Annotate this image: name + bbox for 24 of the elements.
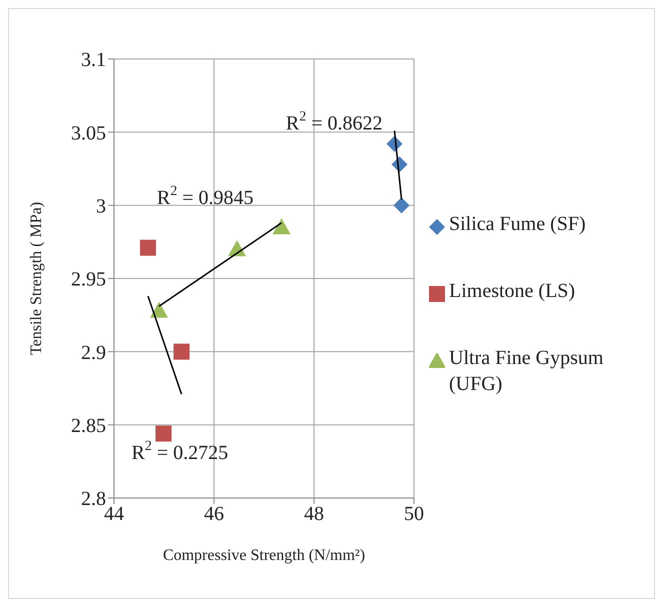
x-tick-label: 46 <box>204 503 224 526</box>
x-tick-label: 44 <box>104 503 124 526</box>
x-tick-label: 50 <box>404 503 424 526</box>
legend-label: Ultra Fine Gypsum (UFG) <box>449 346 604 396</box>
y-axis-title: Tensile Strength ( MPa) <box>28 202 45 356</box>
y-tick-label: 2.9 <box>81 342 106 364</box>
point <box>140 240 156 256</box>
y-tick-label: 2.95 <box>71 268 106 291</box>
legend-label: Silica Fume (SF) <box>449 212 586 236</box>
annotation: R$^{2}$ = 0.8622 <box>286 109 382 134</box>
point <box>272 218 290 234</box>
y-tick-label: 2.85 <box>71 414 106 437</box>
x-axis-title: Compressive Strength (N/mm²) <box>162 547 366 564</box>
y-tick-label: 2.8 <box>81 488 106 510</box>
point <box>156 426 172 442</box>
y-tick-label: 3 <box>96 195 106 218</box>
y-tick-label: 3.1 <box>81 49 106 72</box>
legend-label: Limestone (LS) <box>449 278 576 304</box>
annotation: R$^{2}$ = 0.2725 <box>132 438 228 464</box>
point <box>174 344 190 360</box>
point <box>394 197 410 214</box>
annotation: R$^{2}$ = 0.9845 <box>156 184 254 208</box>
x-tick-label: 48 <box>304 503 324 526</box>
y-tick-label: 3.05 <box>71 122 106 144</box>
